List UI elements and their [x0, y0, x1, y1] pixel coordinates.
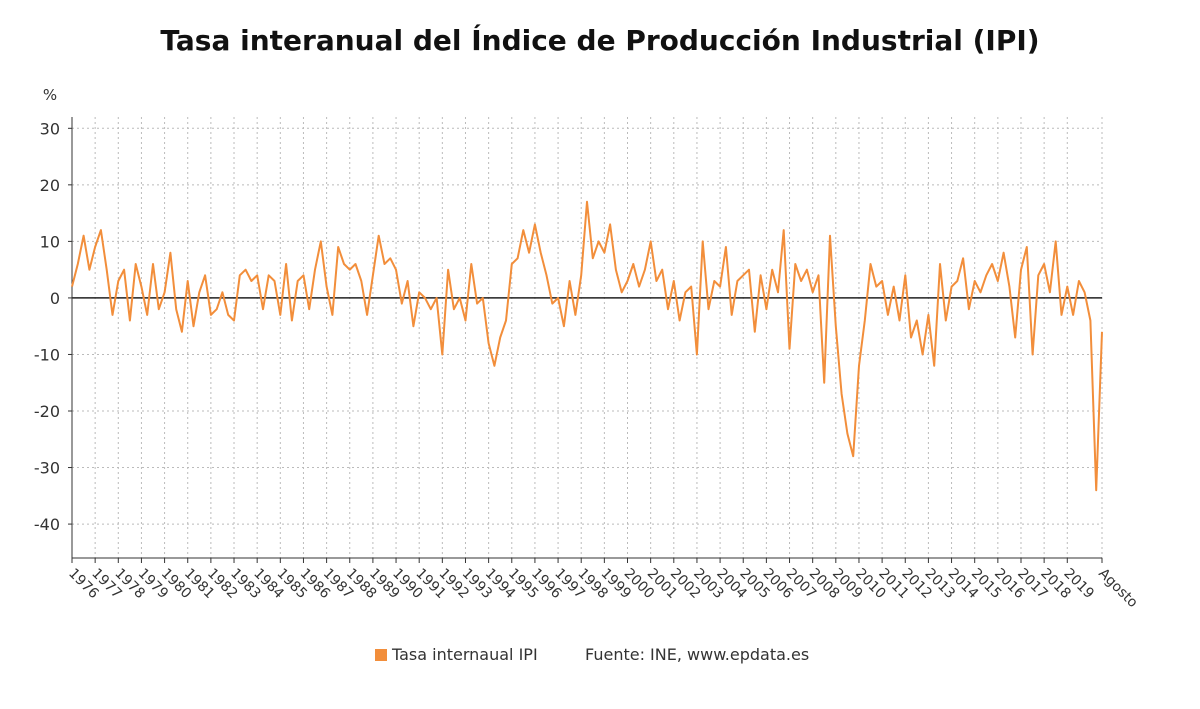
- x-tick-label: Agosto: [1095, 566, 1141, 612]
- y-tick-label: 30: [40, 119, 60, 138]
- y-tick-label: 10: [40, 232, 60, 251]
- source: Fuente: INE, www.epdata.es: [585, 645, 809, 664]
- y-tick-label: 20: [40, 176, 60, 195]
- y-tick-label: -10: [34, 345, 60, 364]
- chart-title: Tasa interanual del Índice de Producción…: [160, 23, 1039, 57]
- y-tick-label: -20: [34, 402, 60, 421]
- legend-label: Tasa internaual IPI: [391, 645, 538, 664]
- y-unit: %: [43, 86, 57, 104]
- y-tick-label: -30: [34, 459, 60, 478]
- legend-swatch: [375, 649, 387, 661]
- y-tick-label: 0: [50, 289, 60, 308]
- data-line: [71, 200, 1103, 492]
- y-tick-label: -40: [34, 515, 60, 534]
